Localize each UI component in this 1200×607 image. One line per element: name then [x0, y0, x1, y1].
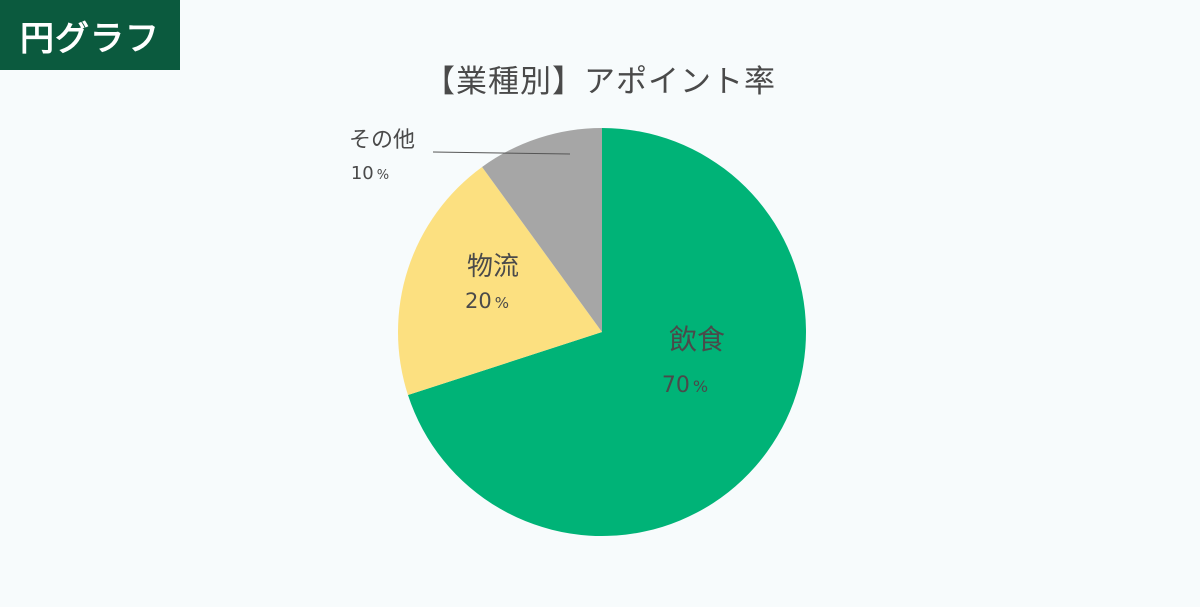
leader-line	[432, 151, 571, 155]
slice-value-label: 20%	[465, 289, 509, 313]
pie-slice	[482, 128, 602, 332]
pie-slice	[407, 128, 806, 536]
pie-slice	[397, 166, 602, 396]
chart-title: 【業種別】アポイント率	[424, 64, 776, 100]
slice-name-label: 物流	[467, 252, 519, 282]
slice-value-label: 70%	[662, 373, 708, 398]
slice-name-label: その他	[349, 128, 415, 153]
slice-name-label: 飲食	[669, 323, 725, 356]
badge-label: 円グラフ	[20, 18, 160, 59]
slice-value-label: 10%	[351, 163, 389, 184]
chart-type-badge: 円グラフ	[0, 0, 180, 70]
